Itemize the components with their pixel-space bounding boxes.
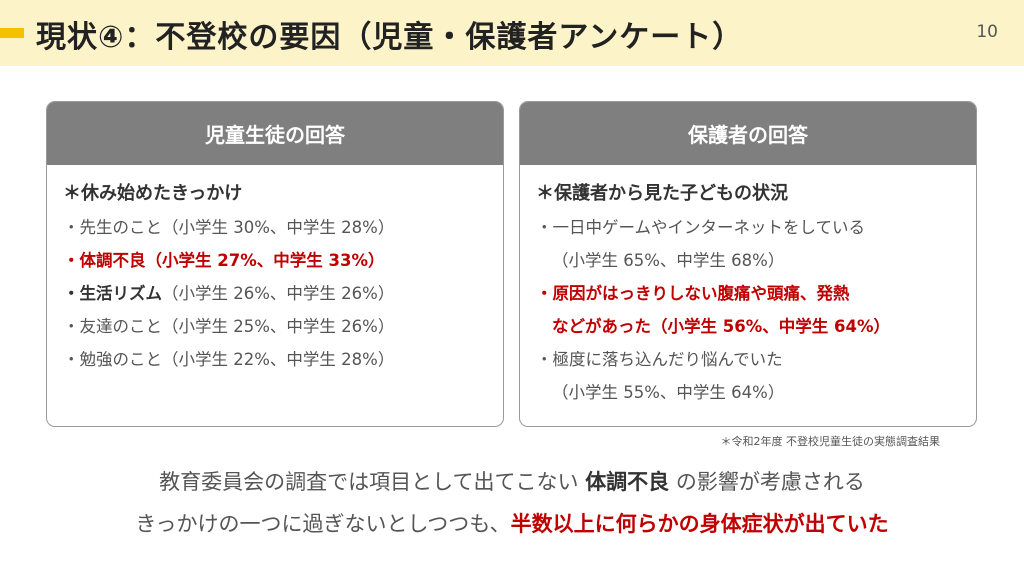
parent-item-gaming-values: （小学生 65%、中学生 68%） [552, 251, 785, 270]
summary-line-1-emphasis: 体調不良 [585, 470, 670, 494]
parent-item-physical-symptoms: ・原因がはっきりしない腹痛や頭痛、発熱 [536, 284, 850, 303]
parent-responses-title: 保護者の回答 [520, 102, 976, 165]
summary-line-1-post: の影響が考慮される [675, 470, 865, 494]
slide-header: 現状④：不登校の要因（児童・保護者アンケート） 10 [0, 0, 1024, 66]
summary-line-1: 教育委員会の調査では項目として出てこない 体調不良 の影響が考慮される [0, 466, 1024, 496]
summary-line-2-pre: きっかけの一つに過ぎないとしつつも、 [135, 512, 511, 536]
parent-section-heading: ＊保護者から見た子どもの状況 [536, 183, 788, 204]
parent-item-depressed-values: （小学生 55%、中学生 64%） [552, 383, 785, 402]
parent-item-gaming: ・一日中ゲームやインターネットをしている [536, 218, 866, 237]
student-item-friends: ・友達のこと（小学生 25%、中学生 26%） [63, 317, 395, 336]
source-note: ＊令和2年度 不登校児童生徒の実態調査結果 [720, 435, 941, 448]
student-item-poor-health: ・体調不良（小学生 27%、中学生 33%） [63, 251, 385, 270]
title-accent-bar [0, 28, 24, 38]
student-item-life-rhythm-label: ・生活リズム [63, 284, 162, 303]
slide-title: 現状④：不登校の要因（児童・保護者アンケート） [36, 20, 744, 55]
student-item-study: ・勉強のこと（小学生 22%、中学生 28%） [63, 350, 395, 369]
student-item-life-rhythm: ・生活リズム（小学生 26%、中学生 26%） [63, 277, 503, 310]
student-item-teacher: ・先生のこと（小学生 30%、中学生 28%） [63, 218, 395, 237]
student-section-heading: ＊休み始めたきっかけ [63, 183, 243, 204]
parent-item-depressed: ・極度に落ち込んだり悩んでいた [536, 350, 783, 369]
parent-item-physical-symptoms-values: などがあった（小学生 56%、中学生 64%） [552, 317, 890, 336]
student-responses-card: 児童生徒の回答 ＊休み始めたきっかけ ・先生のこと（小学生 30%、中学生 28… [46, 101, 504, 427]
summary-line-2-emphasis: 半数以上に何らかの身体症状が出ていた [510, 512, 889, 536]
page-number: 10 [976, 22, 998, 42]
parent-responses-body: ＊保護者から見た子どもの状況 ・一日中ゲームやインターネットをしている （小学生… [520, 165, 976, 409]
student-responses-title: 児童生徒の回答 [47, 102, 503, 165]
student-item-life-rhythm-values: （小学生 26%、中学生 26%） [162, 284, 395, 303]
summary-line-1-pre: 教育委員会の調査では項目として出てこない [159, 470, 579, 494]
parent-responses-card: 保護者の回答 ＊保護者から見た子どもの状況 ・一日中ゲームやインターネットをして… [519, 101, 977, 427]
student-responses-body: ＊休み始めたきっかけ ・先生のこと（小学生 30%、中学生 28%） ・体調不良… [47, 165, 503, 376]
summary-line-2: きっかけの一つに過ぎないとしつつも、半数以上に何らかの身体症状が出ていた [0, 508, 1024, 538]
